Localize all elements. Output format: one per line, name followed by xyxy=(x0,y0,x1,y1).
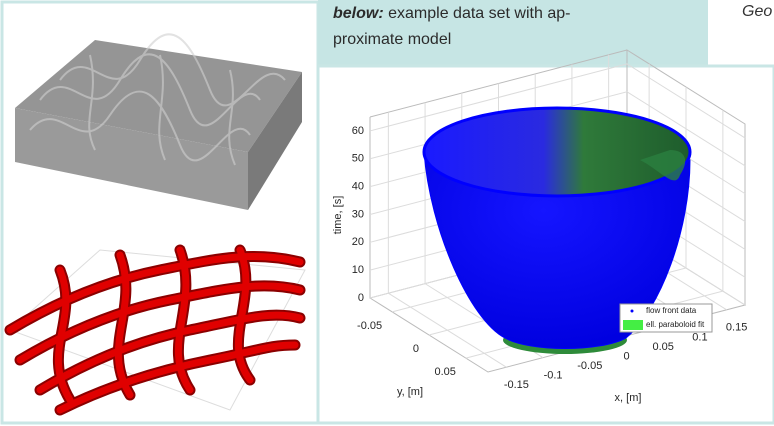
legend-swatch xyxy=(631,310,634,313)
z-tick-label: 30 xyxy=(352,208,364,220)
x-tick-label: 0.15 xyxy=(726,322,747,334)
caption-lead: below: xyxy=(333,5,384,22)
legend-label: ell. paraboloid fit xyxy=(646,320,705,329)
x-axis-label: x, [m] xyxy=(615,392,642,404)
caption-text: proximate model xyxy=(333,31,451,48)
z-axis-label: time, [s] xyxy=(332,196,344,235)
caption-text: example data set with ap- xyxy=(388,5,570,22)
x-tick-label: 0.1 xyxy=(692,331,707,343)
header-fragment: Geo xyxy=(742,3,772,20)
z-tick-label: 10 xyxy=(352,264,364,276)
x-tick-label: -0.05 xyxy=(577,360,602,372)
y-tick-label: 0.05 xyxy=(434,366,455,378)
z-tick-label: 50 xyxy=(352,153,364,165)
y-axis-label: y, [m] xyxy=(397,386,423,398)
z-tick-label: 40 xyxy=(352,181,364,193)
x-tick-label: 0.05 xyxy=(653,341,674,353)
x-tick-label: 0 xyxy=(623,350,629,362)
x-tick-label: -0.15 xyxy=(504,379,529,391)
slide: Geo below: example data set with ap- pro… xyxy=(0,0,774,426)
z-tick-label: 60 xyxy=(352,125,364,137)
legend-label: flow front data xyxy=(646,306,697,315)
x-tick-label: -0.1 xyxy=(544,370,563,382)
legend-swatch xyxy=(623,320,643,330)
z-tick-label: 20 xyxy=(352,236,364,248)
y-tick-label: 0 xyxy=(413,343,419,355)
caption-line: below: example data set with ap- xyxy=(333,5,570,22)
y-tick-label: -0.05 xyxy=(357,320,382,332)
z-tick-label: 0 xyxy=(358,292,364,304)
